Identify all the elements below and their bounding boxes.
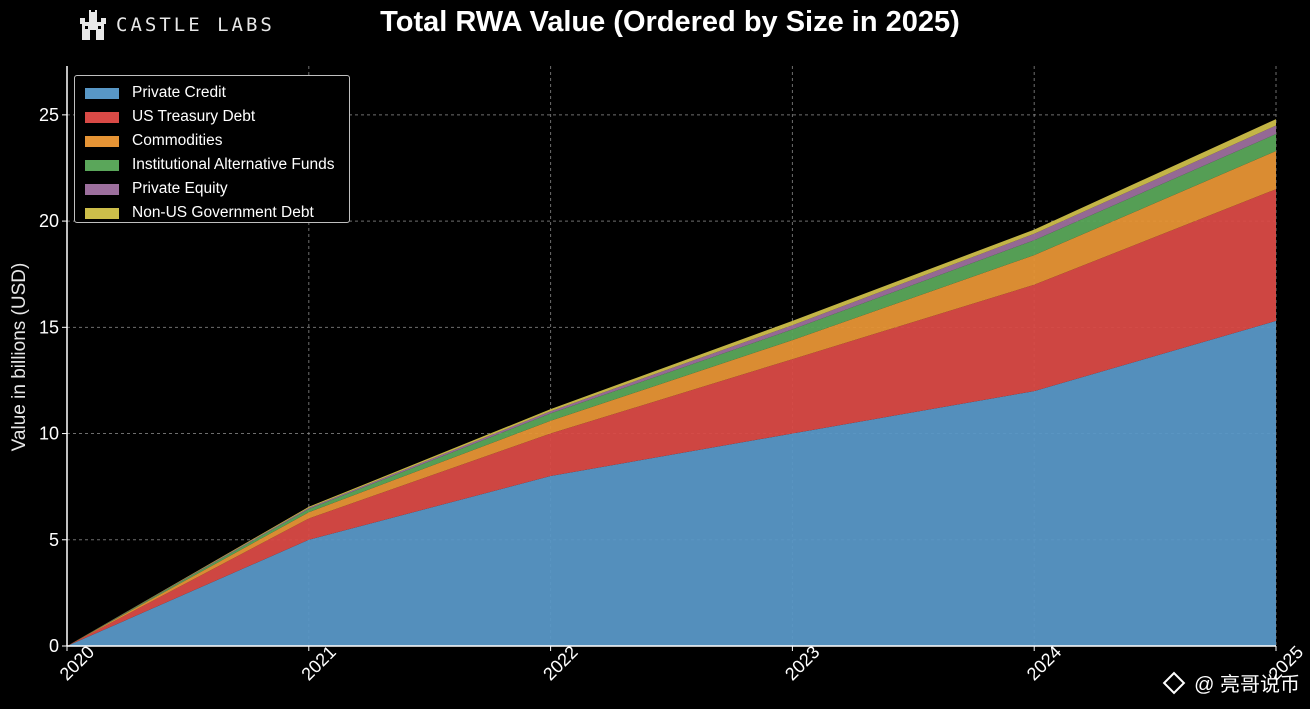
castle-icon xyxy=(80,10,106,40)
legend-swatch xyxy=(85,135,119,147)
legend-label: Private Equity xyxy=(132,180,228,197)
x-tick-label: 2021 xyxy=(297,642,339,684)
legend-label: Non-US Government Debt xyxy=(132,204,314,221)
legend-label: Commodities xyxy=(132,132,223,149)
y-tick-label: 5 xyxy=(49,530,59,550)
watermark: @ 亮哥说币 xyxy=(1162,668,1300,697)
legend-swatch xyxy=(85,87,119,99)
watermark-text: @ 亮哥说币 xyxy=(1194,674,1300,696)
binance-diamond-icon xyxy=(1162,671,1186,694)
legend-swatch xyxy=(85,159,119,171)
legend-item: Private Equity xyxy=(83,177,341,201)
x-tick-label: 2022 xyxy=(539,642,581,684)
legend-label: Institutional Alternative Funds xyxy=(132,156,335,173)
area-series xyxy=(67,189,1276,646)
y-tick-label: 15 xyxy=(39,317,59,337)
legend-swatch xyxy=(85,183,119,195)
brand-logo: CASTLE LABS xyxy=(80,8,275,42)
axes xyxy=(62,66,1277,651)
x-tick-label: 2024 xyxy=(1023,642,1065,684)
legend-swatch xyxy=(85,111,119,123)
legend-item: US Treasury Debt xyxy=(83,105,341,129)
x-tick-label: 2023 xyxy=(781,642,823,684)
brand-name: CASTLE LABS xyxy=(116,14,275,36)
area-series xyxy=(67,320,1276,646)
legend-item: Private Credit xyxy=(83,81,341,105)
legend-item: Non-US Government Debt xyxy=(83,201,341,225)
y-tick-label: 20 xyxy=(39,211,59,231)
chart-title: Total RWA Value (Ordered by Size in 2025… xyxy=(380,6,960,38)
y-tick-label: 0 xyxy=(49,636,59,656)
x-tick-label: 2020 xyxy=(56,642,98,684)
legend-item: Commodities xyxy=(83,129,341,153)
legend-label: Private Credit xyxy=(132,84,226,101)
stacked-areas xyxy=(67,119,1276,647)
y-tick-label: 10 xyxy=(39,424,59,444)
y-tick-label: 25 xyxy=(39,105,59,125)
chart-legend: Private Credit US Treasury Debt Commodit… xyxy=(74,75,350,223)
legend-label: US Treasury Debt xyxy=(132,108,256,125)
legend-swatch xyxy=(85,207,119,219)
legend-item: Institutional Alternative Funds xyxy=(83,153,341,177)
